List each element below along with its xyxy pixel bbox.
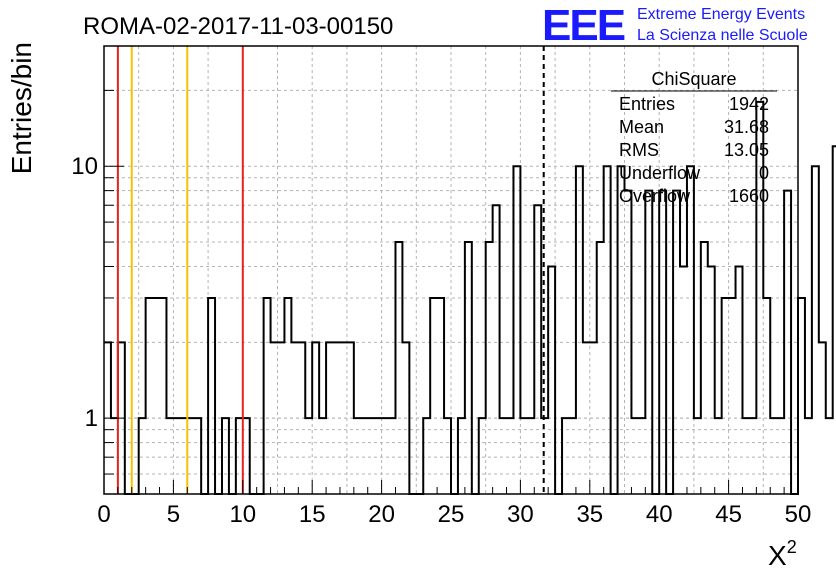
stats-label: Underflow: [619, 163, 701, 183]
stats-label: RMS: [619, 140, 659, 160]
x-axis-label-sup: 2: [787, 537, 797, 557]
run-title: ROMA-02-2017-11-03-00150: [83, 13, 393, 40]
stats-label: Mean: [619, 117, 664, 137]
logo-line-1: Extreme Energy Events: [637, 6, 805, 23]
stats-label: Entries: [619, 94, 675, 114]
x-tick-label: 30: [507, 501, 534, 528]
y-tick-label: 1: [85, 405, 98, 432]
logo-line-2: La Scienza nelle Scuole: [637, 27, 808, 44]
stats-title: ChiSquare: [651, 69, 736, 89]
x-tick-label: 50: [785, 501, 812, 528]
x-tick-label: 0: [97, 501, 110, 528]
reference-lines: [116, 46, 545, 494]
axes: 0 5 10 15 20 25 30 35 40 45 50 1 10: [71, 45, 812, 528]
y-axis-label: Entries/bin: [6, 42, 37, 174]
histogram-outline: [104, 100, 836, 495]
x-tick-label: 5: [167, 501, 180, 528]
x-axis-label-base: X: [768, 540, 787, 571]
x-tick-label: 20: [368, 501, 395, 528]
x-tick-label: 45: [715, 501, 742, 528]
x-tick-label: 25: [438, 501, 465, 528]
stats-value: 13.05: [724, 140, 769, 160]
stats-label: Overflow: [619, 186, 691, 206]
stats-value: 31.68: [724, 117, 769, 137]
x-axis-label: X2: [768, 537, 797, 571]
y-tick-label: 10: [71, 153, 98, 180]
logo-mark: EEE: [542, 1, 625, 50]
x-tick-label: 35: [576, 501, 603, 528]
x-tick-label: 15: [299, 501, 326, 528]
x-tick-label: 10: [229, 501, 256, 528]
stats-rows: Entries 1942 Mean 31.68 RMS 13.05 Underflow 0 Ov…: [619, 94, 769, 206]
x-tick-label: 40: [646, 501, 673, 528]
stats-value: 1660: [729, 186, 769, 206]
stats-value: 1942: [729, 94, 769, 114]
histogram: [104, 100, 836, 495]
eee-logo: EEE Extreme Energy Events La Scienza nel…: [542, 1, 808, 50]
stats-value: 0: [759, 163, 769, 183]
stats-box: ChiSquare Entries 1942 Mean 31.68 RMS 13.05 Un…: [611, 69, 777, 206]
